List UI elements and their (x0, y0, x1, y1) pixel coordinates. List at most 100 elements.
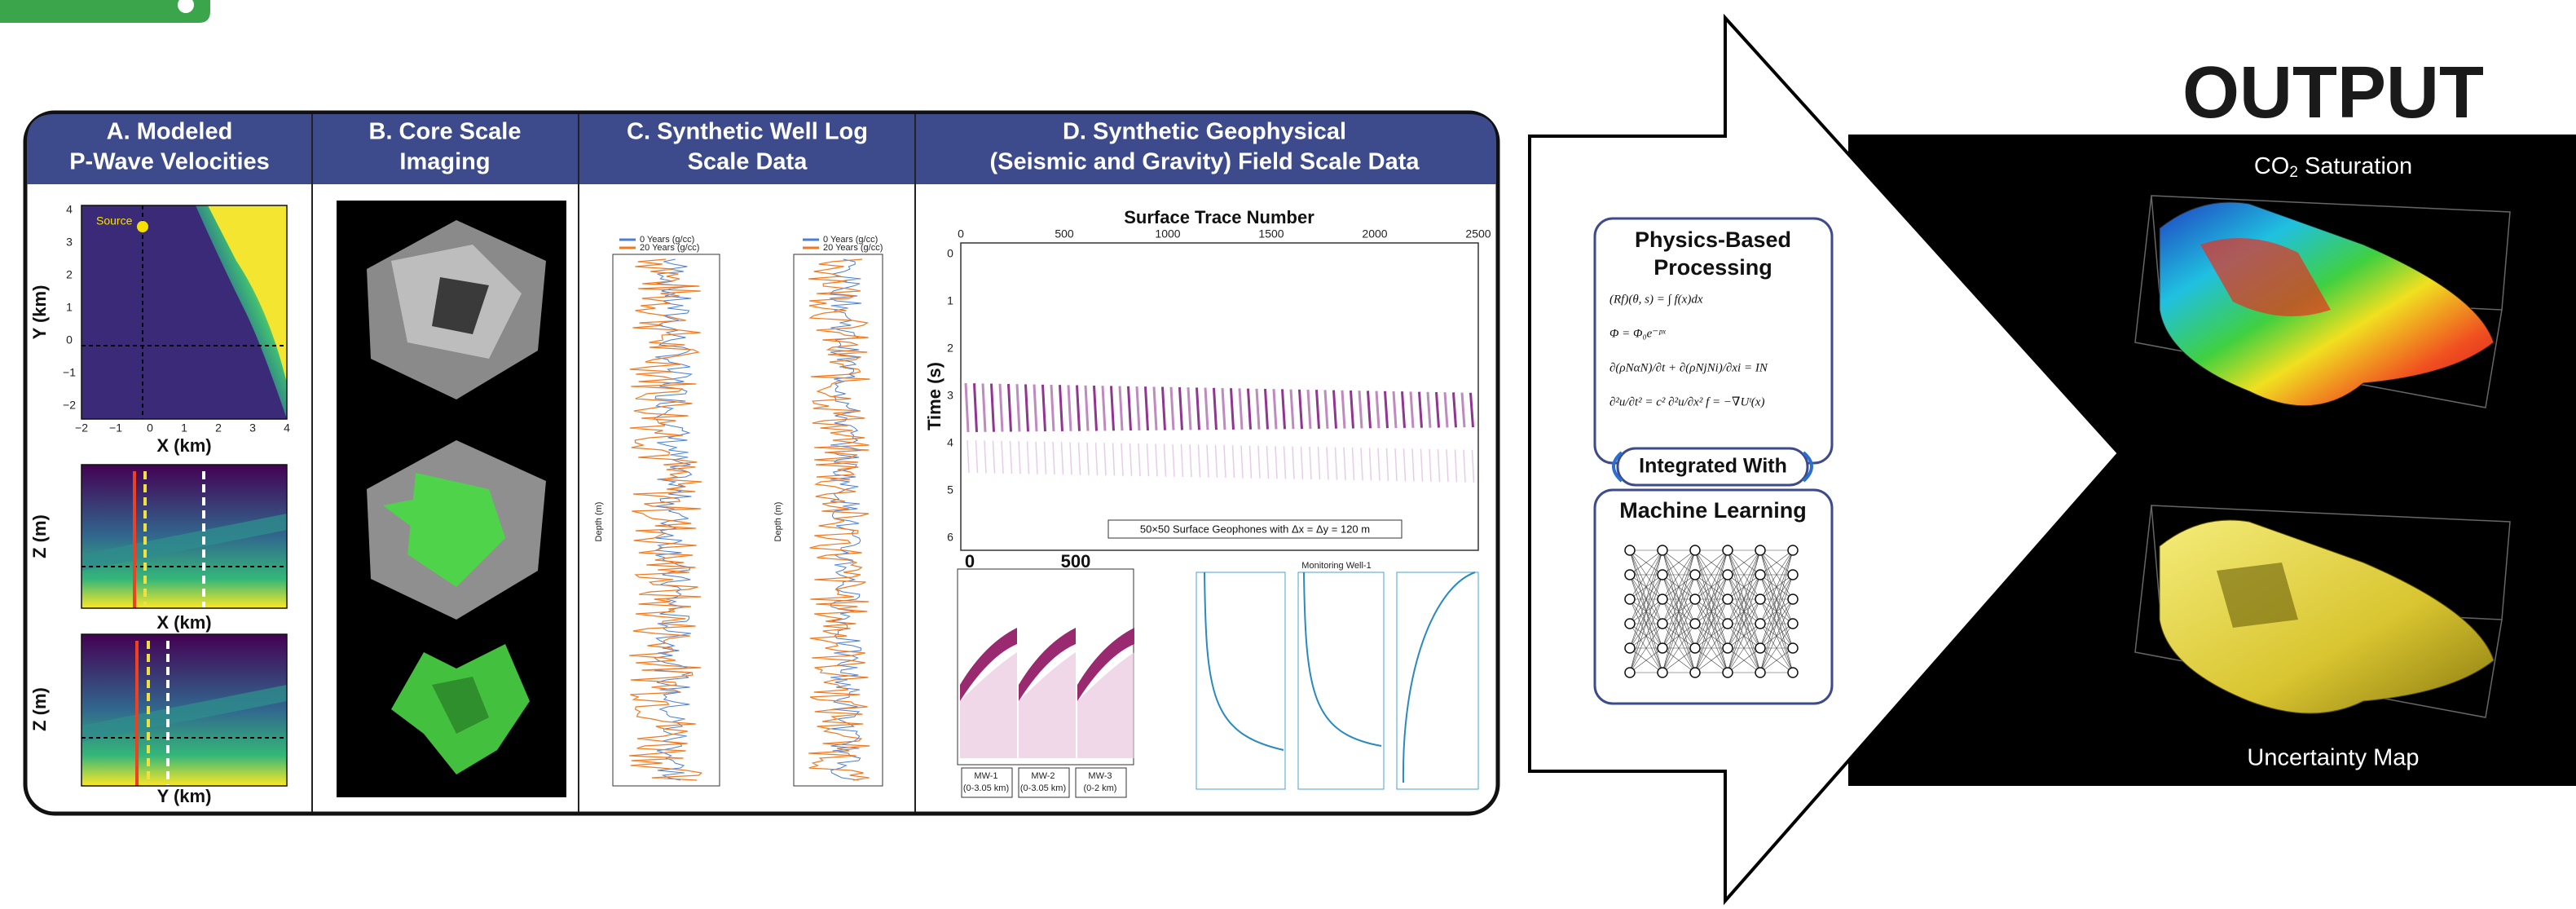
axis-label: Depth (m) (773, 502, 783, 542)
axis-label: Surface Trace Number (1124, 207, 1314, 227)
neuron (1788, 668, 1798, 677)
tick-label: 2000 (1362, 227, 1387, 240)
tick-label: 0 (965, 551, 975, 571)
tick-label: 4 (284, 421, 290, 435)
neuron (1690, 594, 1700, 604)
box-title: Machine Learning (1619, 498, 1807, 523)
equation: ∂(ρNαN)/∂t + ∂(ρNjNi)/∂xi = IN (1609, 361, 1768, 374)
well-label: MW-2 (1031, 771, 1055, 781)
annotation: Source (96, 214, 133, 227)
neuron (1723, 668, 1733, 677)
neuron (1788, 643, 1798, 653)
panel-title: D. Synthetic Geophysical (1063, 119, 1346, 145)
tick-label: −1 (63, 366, 76, 379)
text-part: 2 (2289, 164, 2298, 181)
well-label: MW-3 (1088, 771, 1112, 781)
neuron (1658, 594, 1667, 604)
neuron (1690, 668, 1700, 677)
panel-title: Scale Data (688, 149, 808, 175)
neuron (1755, 619, 1765, 629)
tick-label: 500 (1061, 551, 1091, 571)
legend-label: 20 Years (g/cc) (823, 243, 883, 253)
neuron (1658, 668, 1667, 677)
tick-label: 1 (947, 294, 953, 307)
velocity-map (81, 205, 287, 419)
caption: 50×50 Surface Geophones with Δx = Δy = 1… (1140, 523, 1370, 535)
well-label: (0-3.05 km) (1020, 783, 1066, 793)
seismic-plot (961, 243, 1478, 550)
tick-label: −1 (109, 421, 122, 435)
neuron (1658, 545, 1667, 555)
map-title: CO2 Saturation (2254, 153, 2412, 181)
axis-label: Depth (m) (594, 502, 604, 542)
neuron (1625, 668, 1635, 677)
neuron (1625, 619, 1635, 629)
axis-label: Y (km) (157, 786, 212, 806)
velocity-section (81, 465, 287, 608)
tick-label: 2 (215, 421, 222, 435)
neuron (1723, 643, 1733, 653)
equation: Φ = Φ₀e⁻ᵖˣ (1609, 327, 1666, 340)
axis-label: Z (m) (29, 687, 50, 731)
neuron (1658, 570, 1667, 580)
panel-title: Imaging (399, 149, 490, 175)
neuron (1723, 619, 1733, 629)
core-images (337, 201, 566, 797)
tick-label: 4 (947, 436, 953, 449)
tick-label: 0 (66, 333, 73, 346)
neuron (1658, 643, 1667, 653)
panel-title: B. Core Scale (369, 119, 522, 145)
neuron (1690, 545, 1700, 555)
neuron (1723, 570, 1733, 580)
well-label: (0-3.05 km) (963, 783, 1009, 793)
tick-label: −2 (75, 421, 88, 435)
axis-label: Z (m) (29, 514, 50, 558)
velocity-section (81, 634, 287, 786)
output-title: OUTPUT (2182, 52, 2484, 134)
tick-label: 3 (947, 389, 953, 402)
neuron (1788, 594, 1798, 604)
axis-label: X (km) (156, 612, 211, 633)
neuron (1723, 545, 1733, 555)
tick-label: 0 (958, 227, 964, 240)
neuron (1755, 668, 1765, 677)
panel-title: C. Synthetic Well Log (627, 119, 868, 145)
neuron (1788, 619, 1798, 629)
tick-label: 1000 (1155, 227, 1180, 240)
figure: A. Modeled P-Wave Velocities B. Core Sca… (0, 0, 2576, 909)
box-title: Physics-Based (1635, 227, 1791, 252)
neuron (1658, 619, 1667, 629)
tick-label: 1 (66, 301, 73, 314)
tick-label: 2 (947, 342, 953, 355)
tick-label: 4 (66, 203, 73, 216)
neuron (1690, 643, 1700, 653)
tick-label: 3 (66, 236, 73, 249)
tick-label: 3 (249, 421, 256, 435)
tick-label: 1 (181, 421, 187, 435)
neuron (1723, 594, 1733, 604)
neuron (1690, 619, 1700, 629)
panel-title: P-Wave Velocities (69, 149, 270, 175)
text-part: CO (2254, 153, 2290, 179)
neuron (1755, 545, 1765, 555)
tick-label: 500 (1055, 227, 1074, 240)
neuron (1625, 545, 1635, 555)
neuron (1625, 643, 1635, 653)
axis-label: X (km) (156, 435, 211, 456)
neuron (1755, 643, 1765, 653)
tick-label: −2 (63, 399, 76, 412)
box-title: Processing (1653, 255, 1772, 280)
legend-label: 20 Years (g/cc) (640, 243, 699, 253)
neuron (1625, 594, 1635, 604)
tick-label: 0 (147, 421, 153, 435)
neuron (1755, 570, 1765, 580)
tick-label: 0 (947, 247, 953, 260)
well-label: (0-2 km) (1084, 783, 1117, 793)
equation: ∂²u/∂t² = c² ∂²u/∂x² f = −∇Uᵗ(x) (1609, 395, 1764, 408)
neuron (1755, 594, 1765, 604)
text-part: Saturation (2298, 153, 2412, 179)
map-title: Uncertainty Map (2247, 745, 2419, 771)
neuron (1625, 570, 1635, 580)
tick-label: 5 (947, 483, 953, 496)
tick-label: 2 (66, 268, 73, 281)
